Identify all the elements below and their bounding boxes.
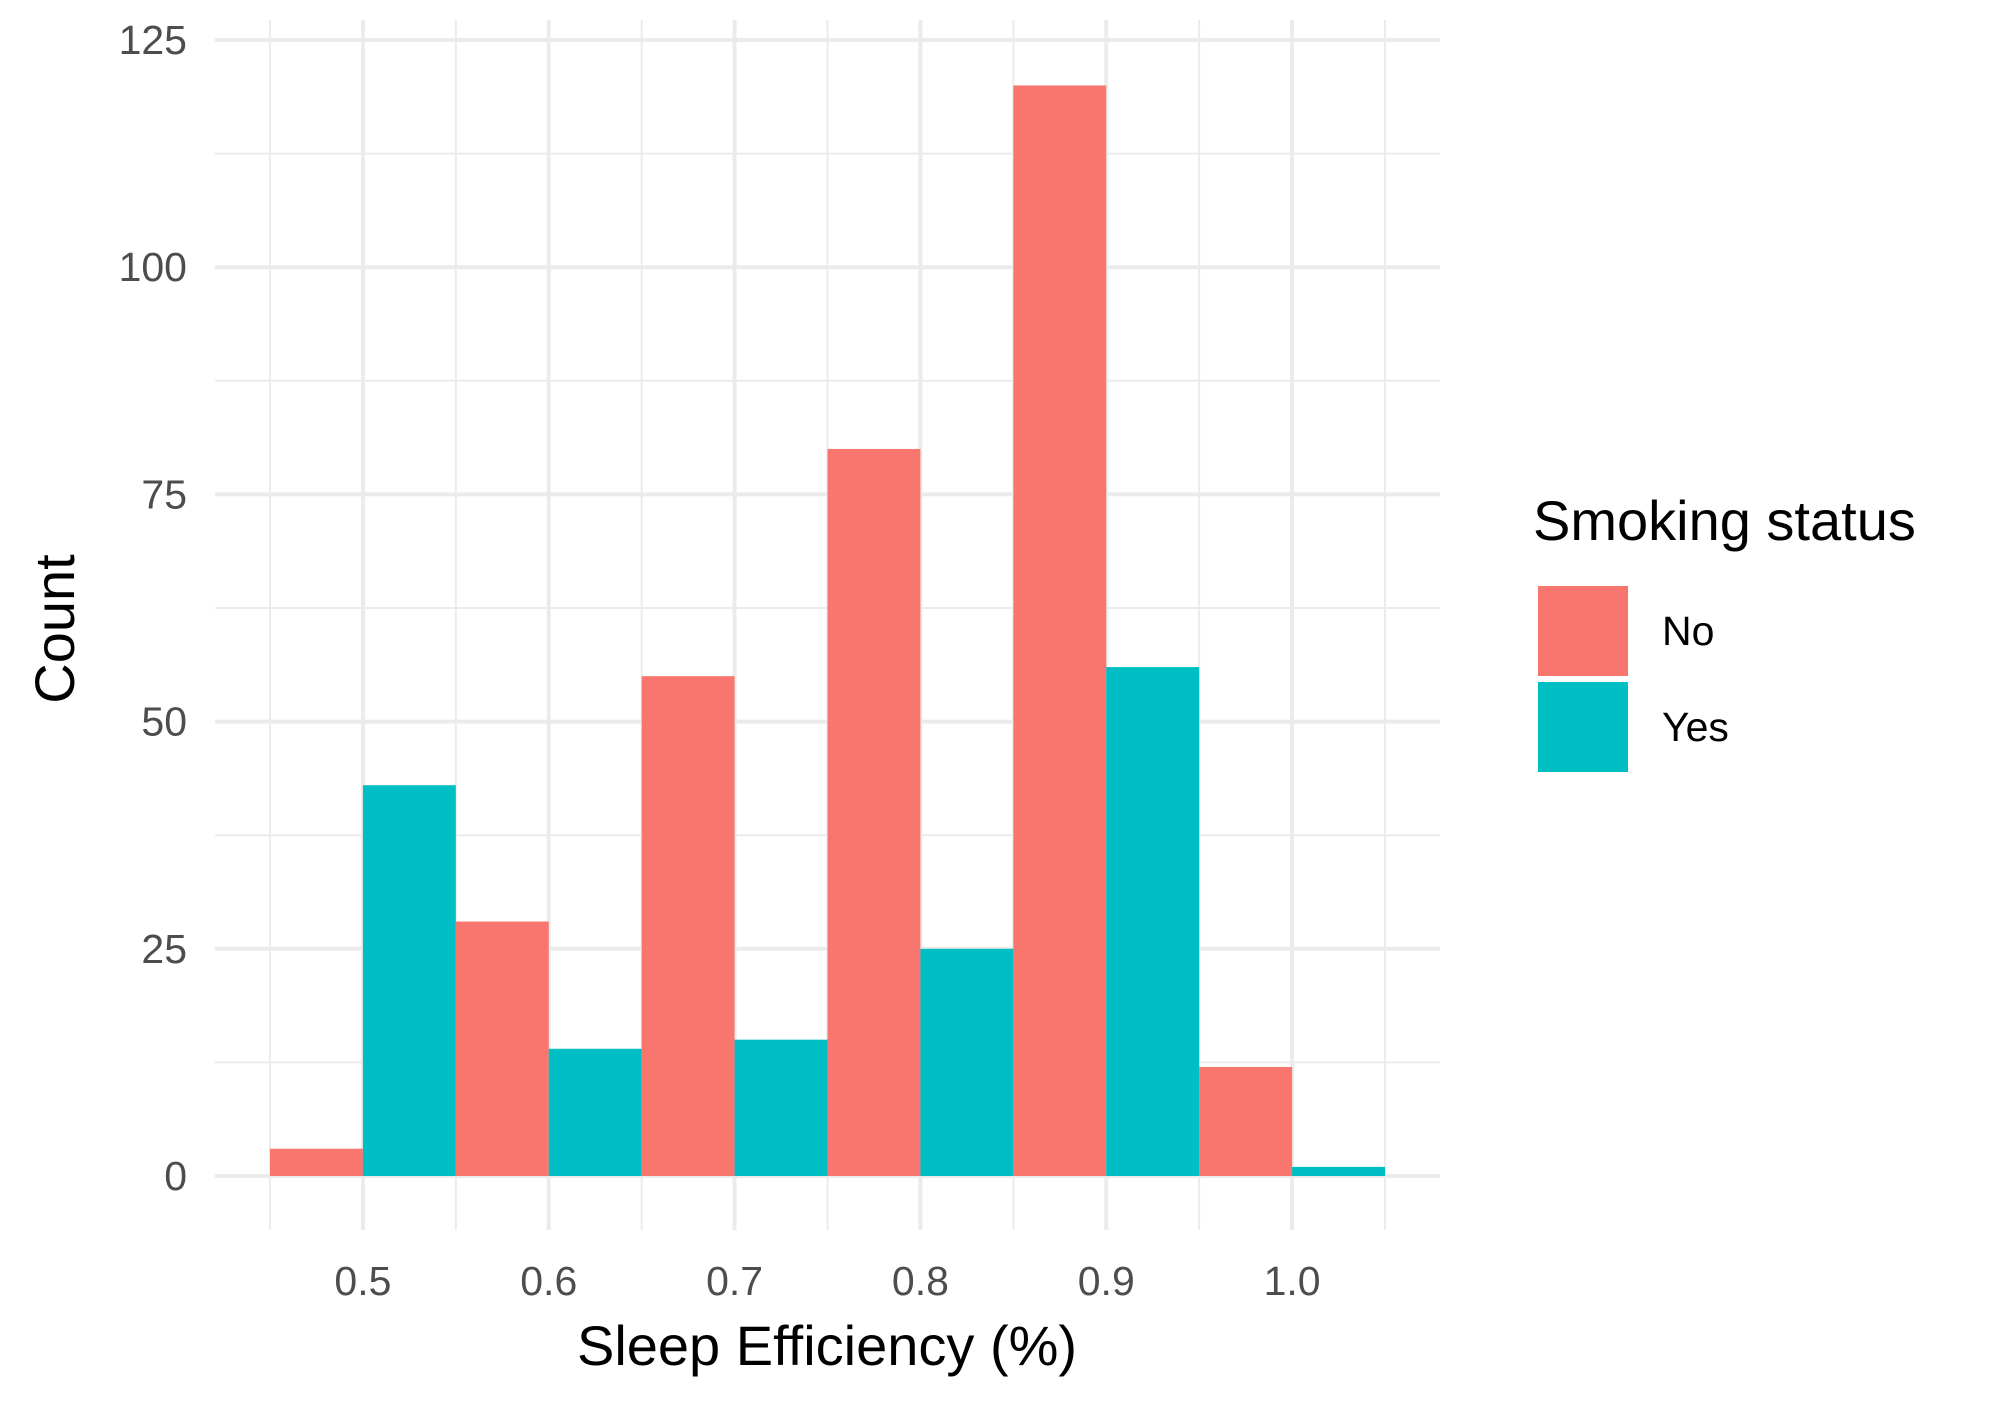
bar-layer: [270, 85, 1385, 1177]
legend-label-no: No: [1662, 608, 1714, 654]
bar-yes-2: [734, 1039, 828, 1176]
bar-no-0: [270, 1148, 363, 1176]
bar-no-4: [1013, 85, 1107, 1177]
x-tick-label: 0.5: [334, 1258, 391, 1304]
y-axis-title: Count: [23, 554, 86, 704]
legend-swatch-yes: [1538, 682, 1628, 772]
y-tick-label: 25: [141, 926, 187, 972]
legend: Smoking status No Yes: [1533, 489, 1916, 772]
bar-no-1: [455, 921, 549, 1176]
y-tick-label: 125: [119, 17, 187, 63]
bar-no-2: [641, 676, 735, 1176]
y-tick-label: 75: [141, 471, 187, 517]
y-tick-label: 100: [119, 244, 187, 290]
x-tick-label: 0.8: [892, 1258, 949, 1304]
bar-yes-1: [548, 1048, 642, 1176]
x-tick-label: 0.9: [1078, 1258, 1135, 1304]
bar-yes-3: [920, 948, 1014, 1176]
x-axis-title: Sleep Efficiency (%): [577, 1314, 1077, 1377]
x-tick-label: 0.7: [706, 1258, 763, 1304]
x-tick-label: 0.6: [520, 1258, 577, 1304]
legend-label-yes: Yes: [1662, 704, 1729, 750]
bar-yes-5: [1292, 1166, 1385, 1176]
y-tick-labels: 0 25 50 75 100 125: [119, 17, 187, 1199]
x-tick-labels: 0.5 0.6 0.7 0.8 0.9 1.0: [334, 1258, 1320, 1304]
y-tick-label: 0: [164, 1153, 187, 1199]
legend-items: No Yes: [1538, 586, 1729, 772]
legend-title: Smoking status: [1533, 489, 1916, 552]
y-tick-label: 50: [141, 699, 187, 745]
bar-yes-4: [1106, 667, 1200, 1176]
bar-no-3: [827, 448, 921, 1177]
bar-no-5: [1199, 1066, 1293, 1176]
bar-yes-0: [362, 785, 456, 1176]
x-tick-label: 1.0: [1264, 1258, 1321, 1304]
legend-swatch-no: [1538, 586, 1628, 676]
